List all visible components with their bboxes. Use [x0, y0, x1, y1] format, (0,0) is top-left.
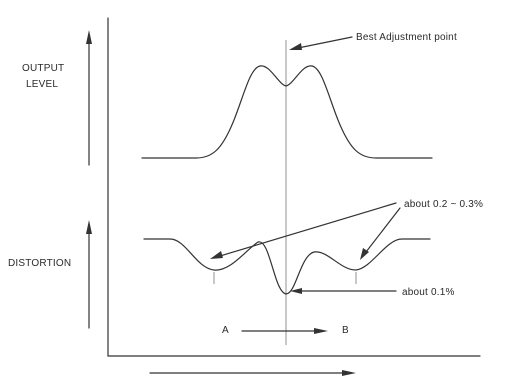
distortion-arrowhead	[86, 220, 92, 234]
best-adjustment-pointer-head	[289, 43, 302, 50]
point-b-label: B	[342, 325, 349, 336]
distortion-curve	[143, 238, 431, 295]
distortion-high-pointer-left	[219, 202, 397, 257]
distortion-high-pointer-left-head	[210, 251, 223, 259]
distortion-high-pointer-right-head	[360, 248, 369, 260]
best-adjustment-pointer	[297, 36, 353, 49]
distortion-label: DISTORTION	[8, 258, 72, 269]
point-a-label: A	[222, 325, 229, 336]
output-level-label-line2: LEVEL	[26, 79, 59, 90]
distortion-high-label: about 0.2 ~ 0.3%	[404, 199, 484, 210]
output-level-label-line1: OUTPUT	[22, 63, 65, 74]
distortion-low-label: about 0.1%	[402, 287, 455, 298]
distortion-high-pointer-right	[365, 207, 401, 253]
output-level-arrowhead	[86, 30, 92, 44]
best-adjustment-label: Best Adjustment point	[356, 32, 457, 43]
bottom-axis-arrowhead	[342, 370, 356, 376]
a-to-b-arrowhead	[314, 328, 328, 334]
output-level-curve	[141, 65, 433, 159]
distortion-low-pointer-head	[290, 288, 302, 294]
